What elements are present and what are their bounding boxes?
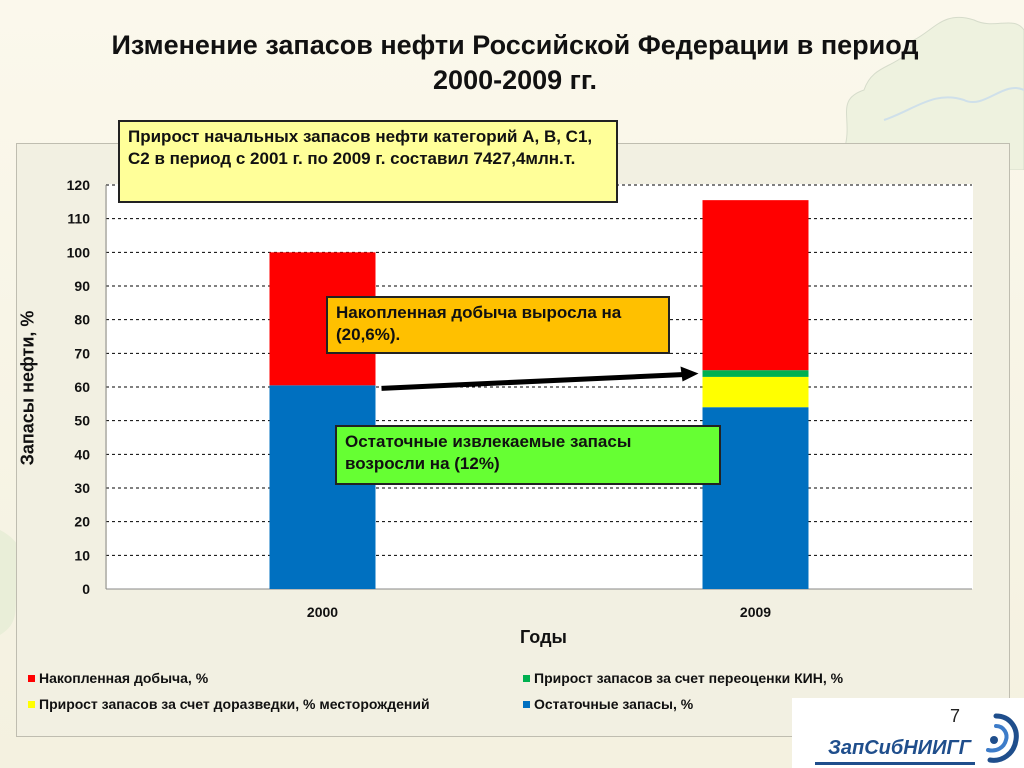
callout-production-growth: Накопленная добыча выросла на (20,6%).: [326, 296, 670, 354]
legend-item-exploration: Прирост запасов за счет доразведки, % ме…: [28, 696, 430, 712]
bar-segment: [269, 385, 376, 589]
legend-label: Остаточные запасы, %: [534, 696, 694, 712]
y-tick-label: 50: [74, 413, 90, 429]
legend-label: Накопленная добыча, %: [39, 670, 209, 686]
x-axis-label: Годы: [520, 627, 567, 647]
y-tick-label: 120: [67, 177, 91, 193]
legend-swatch: [28, 674, 35, 682]
company-logo-text: ЗапСибНИИГГ: [828, 737, 971, 759]
callout-remaining-reserves: Остаточные извлекаемые запасы возросли н…: [335, 425, 721, 485]
x-tick-label: 2009: [740, 604, 771, 620]
logo-panel: [792, 698, 1024, 768]
y-tick-label: 0: [82, 581, 90, 597]
y-tick-label: 80: [74, 312, 90, 328]
legend-swatch: [28, 700, 35, 708]
legend-swatch: [523, 700, 530, 708]
y-tick-label: 20: [74, 514, 90, 530]
logo-underline: [815, 762, 975, 765]
bar-segment: [702, 376, 809, 408]
y-tick-label: 40: [74, 446, 90, 462]
bar-segment: [702, 370, 809, 377]
legend-label: Прирост запасов за счет переоценки КИН, …: [534, 670, 844, 686]
slide-title: Изменение запасов нефти Российской Федер…: [111, 30, 919, 95]
bar-segment: [702, 200, 809, 371]
page-number: 7: [950, 706, 961, 726]
y-tick-label: 100: [67, 244, 91, 260]
y-tick-label: 60: [74, 379, 90, 395]
legend-label: Прирост запасов за счет доразведки, % ме…: [39, 696, 430, 712]
y-tick-label: 110: [67, 211, 90, 227]
x-tick-label: 2000: [307, 604, 338, 620]
annotation-arrow-head: [680, 366, 699, 382]
y-axis-label: Запасы нефти, %: [17, 310, 38, 466]
y-tick-label: 30: [74, 480, 90, 496]
logo-swirl-icon: [986, 713, 1019, 763]
y-tick-label: 90: [74, 278, 90, 294]
legend-item-production: Накопленная добыча, %: [28, 670, 208, 686]
y-tick-label: 70: [74, 345, 90, 361]
annotation-arrow-line: [381, 372, 685, 391]
map-background-decoration: [843, 16, 1024, 170]
legend-item-remaining: Остаточные запасы, %: [523, 696, 693, 712]
legend-swatch: [523, 674, 530, 682]
legend-item-reassessment: Прирост запасов за счет переоценки КИН, …: [523, 670, 843, 686]
callout-reserves-growth: Прирост начальных запасов нефти категори…: [118, 120, 618, 203]
y-tick-label: 10: [74, 547, 90, 563]
